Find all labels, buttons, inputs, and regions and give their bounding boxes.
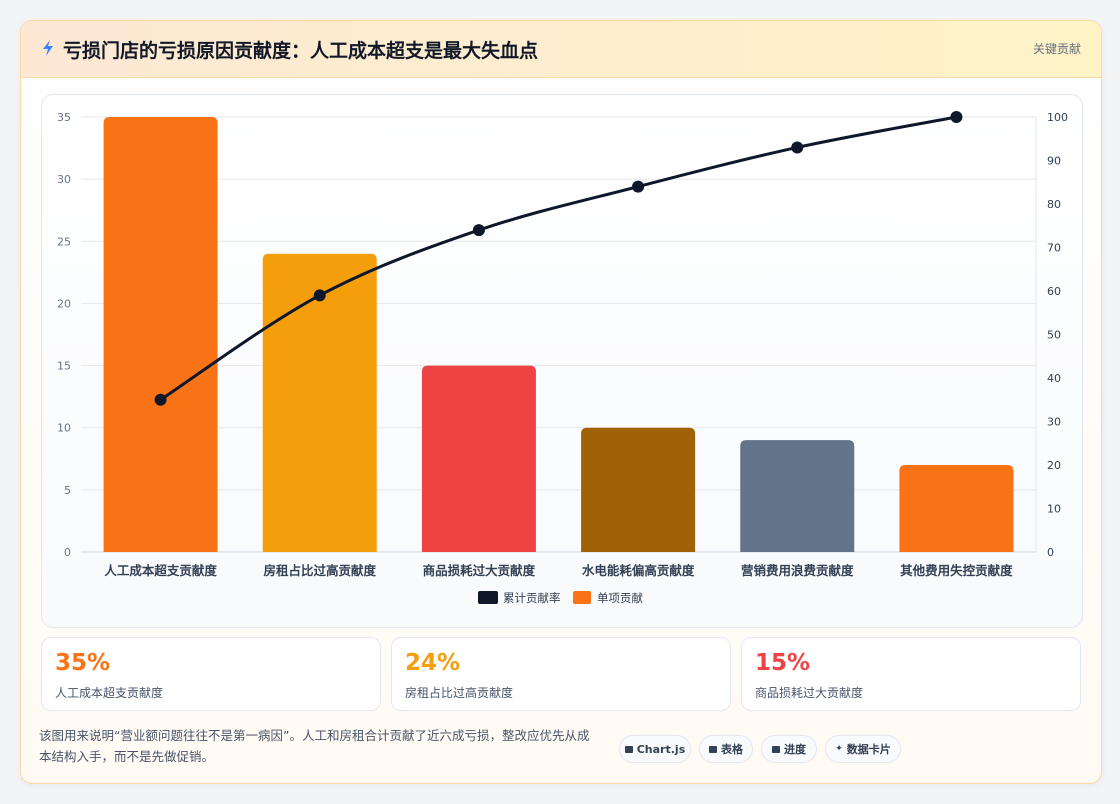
y-tick-label-left: 5 [64,484,71,497]
stat-label: 商品损耗过大贡献度 [755,686,864,700]
y-tick-label-left: 20 [57,297,71,310]
bar [421,365,536,552]
cumulative-point [154,393,167,406]
y-tick-label-right: 50 [1047,329,1061,342]
x-tick-label: 人工成本超支贡献度 [104,563,217,578]
cumulative-point [791,141,804,154]
chip-label: Chart.js [636,742,686,756]
chip-data-card[interactable]: ✦ 数据卡片 [825,735,901,763]
y-tick-label-right: 30 [1047,416,1061,429]
cumulative-point [632,180,645,193]
stat-value: 15% [755,650,811,676]
y-tick-label-right: 80 [1047,198,1061,211]
page-title: 亏损门店的亏损原因贡献度：人工成本超支是最大失血点 [63,40,539,62]
y-tick-label-right: 20 [1047,459,1061,472]
x-tick-label: 水电能耗偏高贡献度 [582,563,695,578]
stat-card-rent: 24% 房租占比过高贡献度 [391,637,731,711]
stat-card-loss: 15% 商品损耗过大贡献度 [741,637,1081,711]
progress-icon [772,745,780,753]
x-tick-label: 商品损耗过大贡献度 [423,563,536,578]
legend-swatch-cumulative [478,591,498,604]
chip-table[interactable]: 表格 [699,735,753,763]
y-tick-label-right: 40 [1047,372,1061,385]
x-tick-label: 营销费用浪费贡献度 [741,563,854,578]
bar [103,117,218,552]
y-tick-label-right: 70 [1047,242,1061,255]
table-icon [709,745,717,753]
stat-label: 房租占比过高贡献度 [405,686,514,700]
y-tick-label-right: 100 [1047,111,1068,124]
chip-label: 进度 [784,743,806,756]
bar [740,440,855,552]
bar [262,253,377,552]
y-tick-label-left: 25 [57,235,71,248]
pareto-chart: 0 5 10 15 20 25 30 35 0 10 20 30 40 50 60 70 80 90 100 人工成本… [57,111,1068,605]
y-tick-label-left: 10 [57,422,71,435]
y-tick-label-right: 90 [1047,155,1061,168]
y-tick-label-right: 10 [1047,503,1061,516]
y-tick-label-left: 30 [57,173,71,186]
card-header: 亏损门店的亏损原因贡献度：人工成本超支是最大失血点 关键贡献 [21,21,1101,78]
legend-swatch-bar [573,591,591,604]
y-tick-label-left: 0 [64,546,71,559]
chip-label: 表格 [721,743,743,756]
chart-panel: 0 5 10 15 20 25 30 35 0 10 20 30 40 50 60 70 80 90 100 人工成本… [41,94,1083,628]
stat-value: 24% [405,650,461,676]
legend-label-cumulative: 累计贡献率 [503,591,561,605]
key-contribution-badge: 关键贡献 [1032,42,1081,56]
stat-value: 35% [55,650,111,676]
y-tick-label-left: 35 [57,111,71,124]
chip-chartjs[interactable]: Chart.js [619,735,691,763]
y-tick-label-right: 0 [1047,546,1054,559]
stat-label: 人工成本超支贡献度 [55,686,164,700]
x-tick-label: 其他费用失控贡献度 [900,563,1013,578]
legend-label-bar: 单项贡献 [597,591,643,605]
chart-icon [624,745,633,753]
cumulative-point [950,111,963,123]
cumulative-line [159,115,957,402]
y-tick-label-right: 60 [1047,285,1061,298]
cumulative-point [313,289,326,302]
x-tick-label: 房租占比过高贡献度 [263,563,376,578]
chart-card: 亏损门店的亏损原因贡献度：人工成本超支是最大失血点 关键贡献 0 5 10 15 20 2… [20,20,1102,784]
bar [581,427,696,552]
footer-note: 该图用来说明“营业额问题往往不是第一病因”。人工和房租合计贡献了近六成亏损，整改… [39,728,590,764]
stat-card-labor: 35% 人工成本超支贡献度 [41,637,381,711]
lightning-icon [43,40,53,56]
chip-label: 数据卡片 [846,743,891,756]
bar [899,465,1014,552]
sparkle-icon: ✦ [835,744,843,754]
cumulative-point [472,224,485,237]
y-tick-label-left: 15 [57,360,71,373]
chip-progress[interactable]: 进度 [761,735,817,763]
